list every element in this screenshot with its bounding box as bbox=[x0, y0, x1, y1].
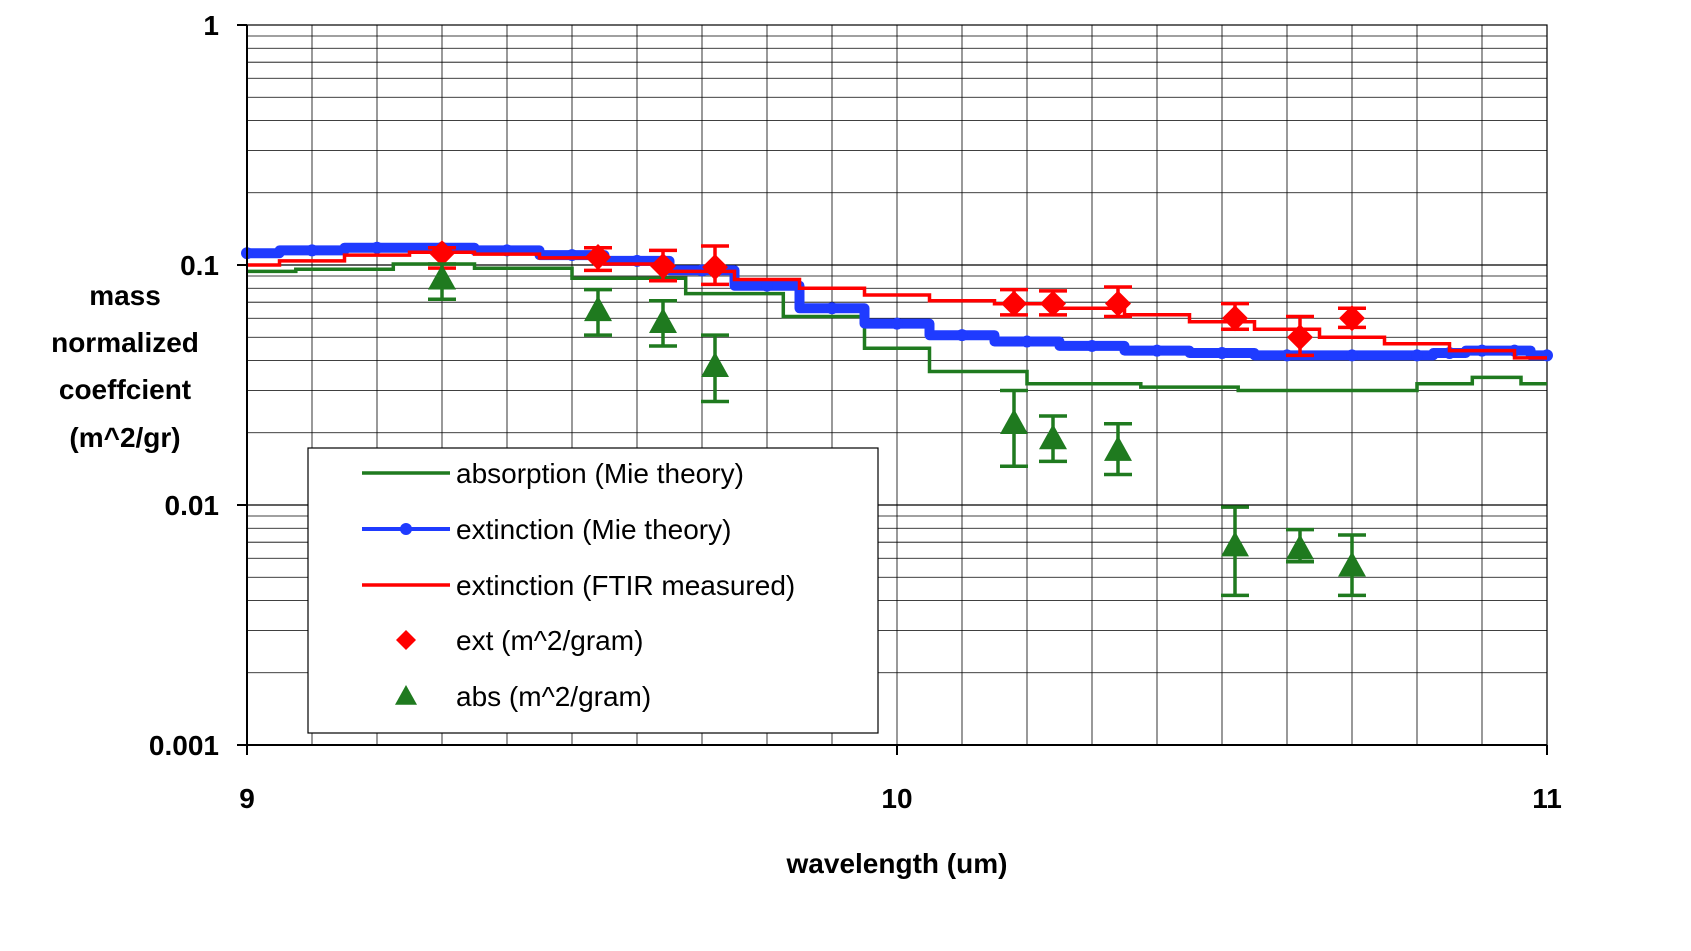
legend-label: absorption (Mie theory) bbox=[456, 458, 744, 489]
x-tick-label: 9 bbox=[239, 783, 255, 814]
abs-point-marker bbox=[1286, 534, 1314, 560]
x-tick-label: 11 bbox=[1532, 783, 1562, 814]
y-axis-title-line: (m^2/gr) bbox=[69, 422, 180, 453]
series-point-extinction-mie bbox=[306, 244, 318, 257]
abs-point-marker bbox=[584, 295, 612, 322]
legend-box bbox=[307, 447, 879, 734]
points-layer bbox=[428, 240, 1366, 598]
ext-point-marker bbox=[585, 243, 611, 270]
legend-label: abs (m^2/gram) bbox=[456, 681, 651, 712]
y-axis-title-line: coeffcient bbox=[59, 374, 191, 405]
ext-point-marker bbox=[1001, 290, 1027, 317]
series-point-extinction-mie bbox=[826, 302, 838, 315]
series-line-extinction-mie bbox=[247, 242, 1547, 361]
series-point-extinction-mie bbox=[956, 329, 968, 342]
y-axis-title: mass normalized coeffcient (m^2/gr) bbox=[51, 280, 199, 453]
axis-layer: 1 0.1 0.01 0.001 9 10 11 wavelength (um) mass nor… bbox=[51, 10, 1562, 879]
y-tick-label: 0.001 bbox=[149, 730, 219, 761]
legend-symbol-triangle bbox=[395, 685, 417, 705]
y-tick-label: 0.01 bbox=[165, 490, 220, 521]
ext-point-marker bbox=[1339, 305, 1365, 332]
abs-point-marker bbox=[1039, 424, 1067, 450]
abs-point-marker bbox=[428, 264, 456, 290]
series-point-extinction-mie bbox=[1411, 349, 1423, 362]
legend-label: ext (m^2/gram) bbox=[456, 625, 643, 656]
y-tick-label: 1 bbox=[203, 10, 219, 41]
ext-point-marker bbox=[1287, 324, 1313, 351]
ext-point-marker bbox=[429, 240, 455, 267]
series-point-extinction-mie bbox=[371, 241, 383, 254]
series-point-extinction-mie bbox=[1151, 344, 1163, 357]
series-point-extinction-mie bbox=[1021, 335, 1033, 348]
legend-label: extinction (Mie theory) bbox=[456, 514, 731, 545]
legend-symbol-marker bbox=[400, 523, 412, 535]
series-point-extinction-mie bbox=[1346, 349, 1358, 362]
series-point-extinction-mie bbox=[1086, 339, 1098, 352]
ext-point-marker bbox=[1222, 305, 1248, 332]
abs-point-marker bbox=[649, 307, 677, 333]
ext-point-marker bbox=[702, 254, 728, 281]
ext-point-marker bbox=[1105, 290, 1131, 317]
legend-symbol-diamond bbox=[396, 630, 416, 650]
series-line-extinction-ftir bbox=[247, 250, 1547, 360]
ext-point-marker bbox=[1040, 290, 1066, 317]
series-point-extinction-mie bbox=[761, 279, 773, 292]
legend-label: extinction (FTIR measured) bbox=[456, 570, 795, 601]
y-tick-label: 0.1 bbox=[180, 250, 219, 281]
y-axis-title-line: normalized bbox=[51, 327, 199, 358]
abs-point-marker bbox=[1221, 531, 1249, 557]
x-axis-title: wavelength (um) bbox=[786, 848, 1008, 879]
abs-point-marker bbox=[1338, 551, 1366, 577]
series-point-extinction-mie bbox=[1216, 346, 1228, 359]
x-tick-label: 10 bbox=[881, 783, 912, 814]
abs-point-marker bbox=[1104, 435, 1132, 461]
ext-point-marker bbox=[650, 253, 676, 280]
y-axis-title-line: mass bbox=[89, 280, 161, 311]
abs-point-marker bbox=[1000, 408, 1028, 435]
abs-point-marker bbox=[701, 351, 729, 378]
series-point-extinction-mie bbox=[891, 317, 903, 330]
legend: absorption (Mie theory) extinction (Mie t… bbox=[307, 447, 879, 734]
series-line-absorption-mie bbox=[247, 262, 1547, 393]
